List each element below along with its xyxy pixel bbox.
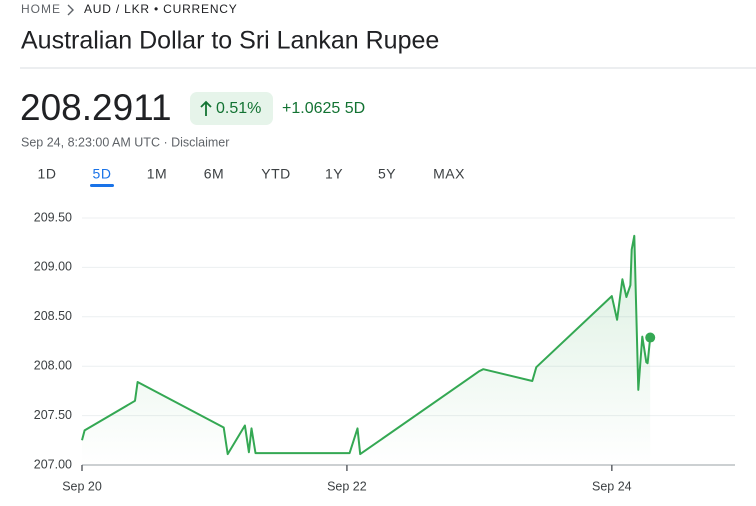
y-tick-label: 209.50: [34, 210, 72, 224]
range-tab[interactable]: 5Y: [378, 166, 396, 182]
y-tick-label: 209.00: [34, 260, 72, 274]
chevron: [67, 4, 74, 16]
last-point: [645, 332, 656, 343]
change-percent: 0.51%: [216, 100, 261, 117]
range-tab[interactable]: MAX: [433, 166, 465, 182]
timestamp: Sep 24, 8:23:00 AM UTC · Disclaimer: [21, 135, 229, 149]
change-5d: +1.0625 5D: [282, 100, 365, 117]
page-title: Australian Dollar to Sri Lankan Rupee: [21, 27, 439, 55]
range-tab[interactable]: 5D: [93, 166, 112, 182]
change-badge: [190, 92, 273, 125]
area-fill: [82, 235, 651, 465]
up-arrow: [200, 100, 212, 116]
x-tick-label: Sep 24: [592, 479, 632, 493]
x-tick-label: Sep 20: [62, 479, 102, 493]
breadcrumb-home[interactable]: HOME: [21, 2, 61, 16]
y-tick-label: 208.00: [34, 358, 72, 372]
y-tick-label: 208.50: [34, 309, 72, 323]
range-tab[interactable]: 6M: [204, 166, 224, 182]
range-tab[interactable]: 1Y: [325, 166, 343, 182]
tab-underline: [90, 184, 114, 187]
x-tick-label: Sep 22: [327, 479, 367, 493]
price-line: [81, 234, 652, 456]
range-tab[interactable]: YTD: [261, 166, 291, 182]
y-tick-label: 207.50: [34, 408, 72, 422]
breadcrumb-pair: AUD / LKR • CURRENCY: [84, 2, 238, 16]
price: 208.2911: [20, 87, 172, 128]
y-tick-label: 207.00: [34, 457, 72, 471]
range-tab[interactable]: 1M: [147, 166, 167, 182]
range-tab[interactable]: 1D: [38, 166, 57, 182]
